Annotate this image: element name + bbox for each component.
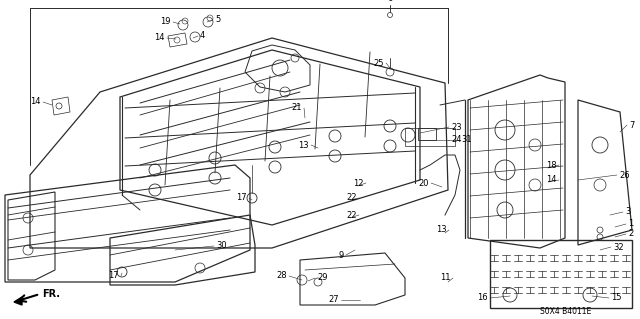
Text: 24: 24 [451, 136, 461, 145]
Text: 11: 11 [440, 273, 451, 283]
Text: 5: 5 [215, 16, 220, 25]
Text: 9: 9 [339, 250, 344, 259]
Text: 14: 14 [31, 98, 41, 107]
Text: 31: 31 [461, 136, 472, 145]
Text: 2: 2 [628, 229, 633, 239]
Text: 25: 25 [374, 58, 384, 68]
Text: 27: 27 [328, 295, 339, 305]
Text: 28: 28 [276, 271, 287, 280]
Text: 29: 29 [317, 273, 328, 283]
Text: 14: 14 [547, 175, 557, 184]
Polygon shape [14, 297, 22, 305]
Text: 22: 22 [346, 211, 357, 219]
Text: 17: 17 [236, 194, 247, 203]
Bar [490, 240, 632, 308]
Text: 32: 32 [613, 242, 623, 251]
Text: 14: 14 [154, 33, 165, 42]
Text: S0X4 B4011E: S0X4 B4011E [540, 308, 591, 316]
Text: 22: 22 [346, 194, 357, 203]
Text: 21: 21 [291, 103, 302, 113]
Text: 17: 17 [108, 271, 119, 280]
Text: 18: 18 [547, 160, 557, 169]
Text: 3: 3 [625, 207, 630, 217]
Bar [418, 128, 436, 140]
Text: 19: 19 [161, 18, 171, 26]
Text: 7: 7 [629, 121, 634, 130]
Text: 20: 20 [419, 179, 429, 188]
Text: 13: 13 [436, 226, 447, 234]
Text: 30: 30 [216, 241, 227, 250]
Text: 26: 26 [619, 170, 630, 180]
Bar [405, 128, 455, 146]
Text: 15: 15 [611, 293, 621, 302]
Text: 16: 16 [477, 293, 488, 302]
Text: 4: 4 [200, 32, 205, 41]
Text: 13: 13 [298, 140, 309, 150]
Text: 1: 1 [628, 219, 633, 228]
Text: 6: 6 [387, 0, 393, 3]
Text: 23: 23 [451, 122, 461, 131]
Text: FR.: FR. [42, 289, 60, 299]
Text: 12: 12 [353, 179, 364, 188]
